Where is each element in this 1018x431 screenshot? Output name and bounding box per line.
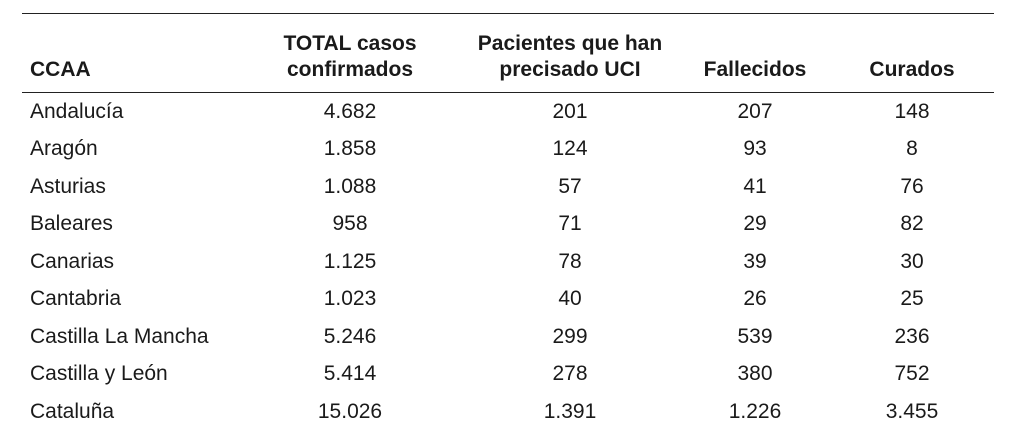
cell-fallecidos: 26 [743,287,767,311]
table-row: Castilla y León 5.414 278 380 752 [22,356,994,394]
cell-total-casos: 1.023 [323,287,377,311]
cell-fallecidos: 39 [743,249,767,273]
header-fallecidos-label: Fallecidos [703,58,807,81]
cell-ccaa: Canarias [30,249,115,273]
header-total-casos: TOTAL casos confirmados [240,14,460,93]
header-row: CCAA TOTAL casos confirmados Pacientes q… [22,13,994,93]
cell-curados: 236 [894,324,930,348]
cell-pacientes-uci: 78 [558,249,582,273]
cell-fallecidos: 207 [737,99,773,123]
cell-pacientes-uci: 299 [552,324,588,348]
cell-ccaa: Castilla La Mancha [30,324,209,348]
cell-total-casos: 1.125 [323,249,377,273]
cell-curados: 76 [900,174,924,198]
header-ccaa: CCAA [22,14,240,93]
header-pacientes-uci-line1: Pacientes que han [477,32,663,55]
cell-total-casos: 958 [332,212,368,236]
cell-ccaa: Asturias [30,174,106,198]
cell-curados: 30 [900,249,924,273]
cell-pacientes-uci: 201 [552,99,588,123]
cell-total-casos: 5.414 [323,362,377,386]
header-fallecidos: Fallecidos [680,14,830,93]
cell-ccaa: Cataluña [30,399,115,423]
table-row: Canarias 1.125 78 39 30 [22,243,994,281]
cell-curados: 8 [906,137,918,161]
header-total-casos-line2: confirmados [286,58,414,81]
cell-pacientes-uci: 71 [558,212,582,236]
ccaa-covid-table: CCAA TOTAL casos confirmados Pacientes q… [22,13,994,431]
cell-curados: 25 [900,287,924,311]
cell-fallecidos: 380 [737,362,773,386]
cell-ccaa: Cantabria [30,287,122,311]
cell-fallecidos: 29 [743,212,767,236]
cell-curados: 148 [894,99,930,123]
cell-curados: 752 [894,362,930,386]
cell-total-casos: 4.682 [323,99,377,123]
table-header: CCAA TOTAL casos confirmados Pacientes q… [22,13,994,93]
cell-total-casos: 15.026 [317,399,383,423]
cell-pacientes-uci: 57 [558,174,582,198]
table-row: Andalucía 4.682 201 207 148 [22,93,994,131]
cell-fallecidos: 93 [743,137,767,161]
cell-total-casos: 5.246 [323,324,377,348]
table-row: Cantabria 1.023 40 26 25 [22,281,994,319]
cell-curados: 3.455 [885,399,939,423]
table-row: Asturias 1.088 57 41 76 [22,168,994,206]
table-row: Aragón 1.858 124 93 8 [22,131,994,169]
table-body: Andalucía 4.682 201 207 148 Aragón 1.858 124 93 8… [22,93,994,431]
cell-ccaa: Aragón [30,137,98,161]
header-curados-label: Curados [869,58,955,81]
cell-pacientes-uci: 1.391 [543,399,597,423]
cell-fallecidos: 41 [743,174,767,198]
header-pacientes-uci: Pacientes que han precisado UCI [460,14,680,93]
ccaa-covid-table-container: CCAA TOTAL casos confirmados Pacientes q… [22,13,994,431]
table-row: Baleares 958 71 29 82 [22,206,994,244]
cell-ccaa: Baleares [30,212,113,236]
cell-curados: 82 [900,212,924,236]
header-ccaa-label: CCAA [30,58,91,81]
cell-ccaa: Castilla y León [30,362,168,386]
header-total-casos-line1: TOTAL casos [283,32,417,55]
cell-fallecidos: 539 [737,324,773,348]
table-row: Castilla La Mancha 5.246 299 539 236 [22,318,994,356]
cell-pacientes-uci: 124 [552,137,588,161]
table-row: Cataluña 15.026 1.391 1.226 3.455 [22,393,994,431]
cell-total-casos: 1.088 [323,174,377,198]
cell-pacientes-uci: 40 [558,287,582,311]
header-pacientes-uci-line2: precisado UCI [499,58,641,81]
cell-pacientes-uci: 278 [552,362,588,386]
header-curados: Curados [830,14,994,93]
cell-ccaa: Andalucía [30,99,124,123]
cell-total-casos: 1.858 [323,137,377,161]
cell-fallecidos: 1.226 [728,399,782,423]
